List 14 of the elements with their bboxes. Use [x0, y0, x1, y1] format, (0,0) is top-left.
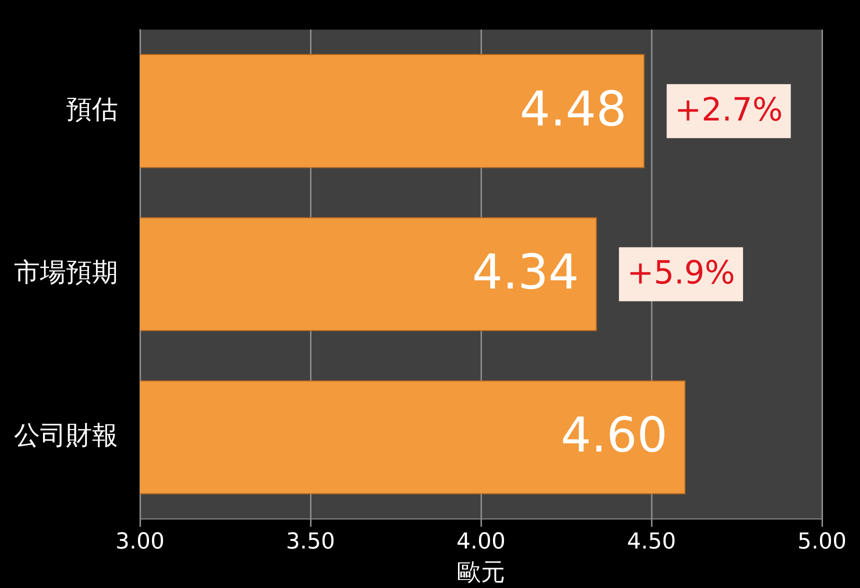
y-tick-label: 預估	[66, 94, 118, 125]
x-tick-label: 3.50	[286, 530, 335, 555]
y-tick-label: 市場預期	[14, 258, 118, 288]
data-label: 4.60	[560, 408, 668, 464]
annotation: +2.7%	[674, 90, 783, 128]
x-tick-label: 4.00	[456, 530, 506, 555]
x-axis-title: 歐元	[457, 558, 505, 586]
annotation: +5.9%	[626, 254, 736, 292]
x-tick-label: 5.00	[798, 530, 846, 555]
y-tick-label: 公司財報	[14, 421, 118, 452]
data-label: 4.34	[472, 244, 579, 301]
x-tick-label: 3.00	[116, 530, 164, 555]
data-label: 4.48	[520, 82, 627, 138]
x-tick-label: 4.50	[627, 530, 676, 555]
